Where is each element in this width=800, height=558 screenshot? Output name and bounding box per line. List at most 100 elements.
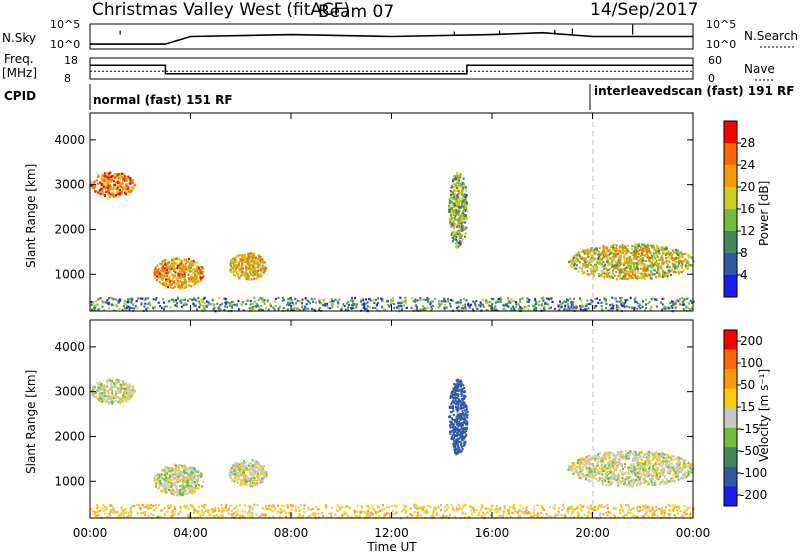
range-cell [460, 404, 462, 406]
range-cell [649, 301, 651, 303]
range-cell [456, 246, 458, 248]
range-cell [651, 246, 653, 248]
range-cell [294, 307, 296, 309]
range-cell [588, 463, 590, 465]
range-cell [594, 307, 596, 309]
range-cell [157, 265, 159, 267]
range-cell [454, 205, 456, 207]
range-cell [625, 253, 627, 255]
range-cell [453, 220, 455, 222]
range-cell [447, 300, 449, 302]
range-cell [162, 282, 164, 284]
range-cell [542, 300, 544, 302]
range-cell [127, 183, 129, 185]
range-cell [453, 227, 455, 229]
range-cell [169, 476, 171, 478]
range-cell [463, 404, 465, 406]
range-cell [684, 476, 686, 478]
range-cell [681, 264, 683, 266]
range-cell [182, 482, 184, 484]
range-cell [185, 477, 187, 479]
range-cell [183, 478, 185, 480]
range-cell [611, 297, 613, 299]
range-cell [253, 253, 255, 255]
range-cell [526, 297, 528, 299]
range-cell [656, 248, 658, 250]
nsearch-label: N.Search [744, 29, 798, 43]
range-cell [253, 262, 255, 264]
range-cell [176, 257, 178, 259]
range-cell [658, 250, 660, 252]
range-cell [627, 472, 629, 474]
range-cell [161, 275, 163, 277]
range-cell [167, 286, 169, 288]
range-cell [154, 277, 156, 279]
range-cell [236, 271, 238, 273]
range-cell [164, 283, 166, 285]
range-cell [629, 452, 631, 454]
range-cell [461, 229, 463, 231]
range-cell [660, 301, 662, 303]
range-cell [311, 308, 313, 310]
range-cell [104, 398, 106, 400]
range-cell [666, 272, 668, 274]
range-cell [621, 304, 623, 306]
range-cell [449, 218, 451, 220]
range-cell [188, 468, 190, 470]
range-cell [619, 301, 621, 303]
range-cell [461, 240, 463, 242]
range-cell [181, 486, 183, 488]
range-cell [183, 470, 185, 472]
freq-panel-frame [90, 58, 693, 79]
nave-label: Nave [744, 62, 775, 76]
range-cell [668, 261, 670, 263]
range-cell [538, 304, 540, 306]
range-cell [260, 465, 262, 467]
range-cell [666, 260, 668, 262]
range-cell [616, 267, 618, 269]
range-cell [626, 260, 628, 262]
range-cell [597, 465, 599, 467]
range-cell [466, 408, 468, 410]
range-cell [461, 424, 463, 426]
range-cell [583, 251, 585, 253]
range-cell [645, 303, 647, 305]
range-cell [297, 300, 299, 302]
range-cell [455, 446, 457, 448]
range-cell [210, 303, 212, 305]
range-cell [140, 297, 142, 299]
range-cell [649, 251, 651, 253]
range-cell [672, 255, 674, 257]
range-cell [633, 258, 635, 260]
range-cell [255, 480, 257, 482]
range-cell [675, 458, 677, 460]
range-cell [460, 436, 462, 438]
range-cell [189, 263, 191, 265]
range-cell [129, 177, 131, 179]
range-cell [233, 258, 235, 260]
range-cell [240, 465, 242, 467]
range-cell [232, 479, 234, 481]
range-cell [453, 211, 455, 213]
range-cell [599, 260, 601, 262]
range-cell [608, 484, 610, 486]
range-cell [687, 469, 689, 471]
range-cell [406, 307, 408, 309]
range-cell [450, 403, 452, 405]
range-cell [182, 490, 184, 492]
range-cell [238, 308, 240, 310]
range-cell [586, 469, 588, 471]
range-cell [116, 305, 118, 307]
range-cell [107, 192, 109, 194]
range-cell [460, 173, 462, 175]
range-cell [235, 478, 237, 480]
range-cell [647, 256, 649, 258]
range-cell [262, 300, 264, 302]
range-cell [251, 474, 253, 476]
range-cell [532, 305, 534, 307]
range-cell [548, 298, 550, 300]
range-cell [645, 307, 647, 309]
range-cell [117, 396, 119, 398]
freq-unit-label: [MHz] [2, 66, 37, 80]
range-cell [189, 298, 191, 300]
